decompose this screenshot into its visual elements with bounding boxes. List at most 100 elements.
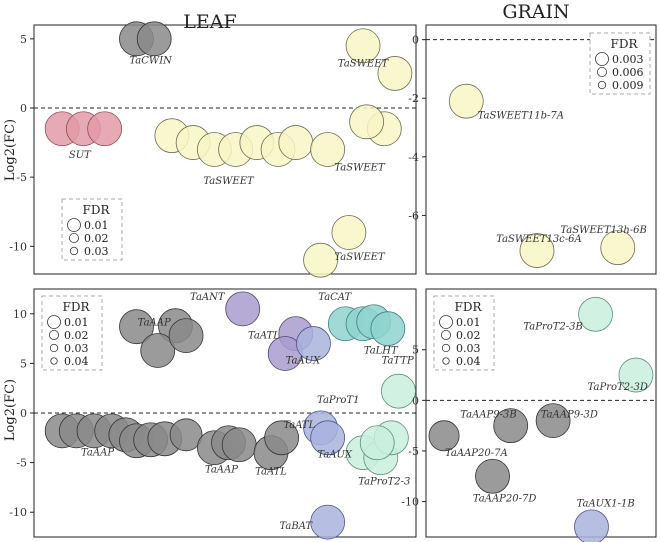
panel-leaf_sugar: 5 0 -5 -10 Log2(FC) TaCWIN SUT TaSWEET TaSWEET Ta… (3, 21, 417, 278)
point-annotation: TaCAT (318, 292, 352, 303)
y-tick-label: 5 (412, 344, 419, 357)
data-point (618, 357, 654, 393)
data-point (428, 420, 460, 452)
point-annotation: TaAUX1-1B (577, 499, 635, 510)
point-annotation: TaAAP9-3B (460, 410, 516, 421)
point-annotation: TaAUX (317, 450, 353, 461)
data-point (578, 296, 613, 332)
data-point (331, 215, 367, 250)
point-annotation: TaAAP (81, 448, 114, 459)
y-tick-label: -10 (401, 496, 419, 509)
point-annotation: TaANT (190, 292, 226, 303)
panel-grain_amino: 5 0 -5 -10 TaProT2-3B TaProT2-3D TaAAP9-3B TaAA… (401, 288, 657, 542)
data-point (225, 291, 261, 327)
legend-label: 0.01 (456, 316, 481, 329)
legend-size-marker (441, 330, 451, 340)
data-point (310, 504, 346, 540)
y-tick-label: -5 (408, 445, 419, 458)
data-point (381, 373, 416, 409)
point-annotation: TaProT2-3B (523, 321, 583, 332)
legend-size-marker (595, 52, 609, 66)
legend-label: 0.03 (456, 342, 481, 355)
legend-size-marker (441, 343, 451, 353)
legend-size-marker (69, 233, 79, 243)
point-annotation: TaATL (248, 331, 280, 342)
data-point (87, 111, 123, 147)
legend-label: 0.01 (64, 316, 89, 329)
point-annotation: TaAAP (138, 318, 171, 329)
y-tick-label: 0 (20, 407, 27, 420)
legend-label: 0.006 (612, 66, 644, 79)
legend-title: FDR (611, 37, 639, 51)
leaf-title: LEAF (183, 11, 236, 33)
legend-label: 0.02 (84, 232, 109, 245)
legend-label: 0.009 (612, 79, 644, 92)
y-tick-label: 0 (20, 102, 27, 115)
y-tick-label: 0 (412, 34, 419, 47)
data-point (278, 125, 314, 160)
data-point (600, 230, 636, 266)
point-annotation: TaSWEET (203, 176, 255, 187)
y-tick-label: -5 (16, 171, 27, 184)
point-annotation: SUT (69, 150, 92, 161)
data-point (296, 326, 331, 361)
data-point (303, 242, 338, 278)
panel-frame (425, 24, 657, 275)
point-annotation: TaAAP20-7D (473, 494, 537, 505)
data-point (345, 28, 381, 64)
legend-title: FDR (83, 203, 111, 217)
point-annotation: TaProT2-3D (588, 382, 648, 393)
point-annotation: TaSWEET11b-7A (478, 111, 564, 122)
data-point (475, 458, 510, 494)
panel-grain_sugar: 0 -2 -4 -6 TaSWEET11b-7A TaSWEET13c-6ATaSWEET… (408, 24, 657, 275)
point-annotation: TaSWEET (338, 59, 390, 70)
point-annotation: TaSWEET13c-6A (496, 234, 582, 245)
data-point (310, 420, 346, 456)
legend-label: 0.04 (64, 355, 89, 368)
y-axis-label: Log2(FC) (3, 119, 18, 181)
legend-label: 0.02 (456, 329, 481, 342)
data-point (535, 403, 571, 438)
panel-frame (33, 24, 417, 275)
panel-frame (425, 288, 657, 538)
legend-title: FDR (63, 300, 91, 314)
legend-size-marker (49, 343, 59, 353)
legend-size-marker (50, 357, 58, 365)
legend-size-marker (439, 315, 453, 329)
point-annotation: TaAAP20-7A (445, 448, 508, 459)
data-point (221, 427, 257, 463)
legend-label: 0.003 (612, 53, 644, 66)
y-axis-label: Log2(FC) (3, 379, 18, 441)
data-point (370, 311, 406, 347)
data-point (359, 425, 395, 461)
data-point (136, 21, 172, 57)
point-annotation: TaAAP9-3D (541, 410, 598, 421)
legend-size-marker (442, 357, 450, 365)
data-point (168, 318, 204, 354)
data-point (493, 408, 529, 444)
data-point (310, 132, 346, 167)
data-point (264, 420, 300, 456)
data-point (169, 418, 203, 452)
y-tick-label: 5 (20, 357, 27, 370)
data-point (448, 83, 484, 119)
legend-size-marker (67, 218, 81, 232)
legend-size-marker (49, 330, 59, 340)
point-annotation: TaSWEET (334, 162, 386, 173)
legend-label: 0.03 (64, 342, 89, 355)
legend-label: 0.02 (64, 329, 89, 342)
point-annotation: TaLHT (364, 345, 399, 356)
y-tick-label: -6 (408, 209, 419, 222)
grain-title: GRAIN (502, 1, 569, 23)
point-annotation: TaProT2-3 (358, 476, 410, 487)
point-annotation: TaAUX (286, 355, 322, 366)
y-tick-label: -2 (408, 92, 419, 105)
y-tick-label: -10 (9, 240, 27, 253)
y-tick-label: -4 (408, 151, 419, 164)
data-point (519, 233, 555, 268)
data-point (377, 56, 413, 91)
data-point (349, 104, 385, 140)
legend-label: 0.01 (84, 219, 109, 232)
legend-size-marker (69, 246, 79, 256)
